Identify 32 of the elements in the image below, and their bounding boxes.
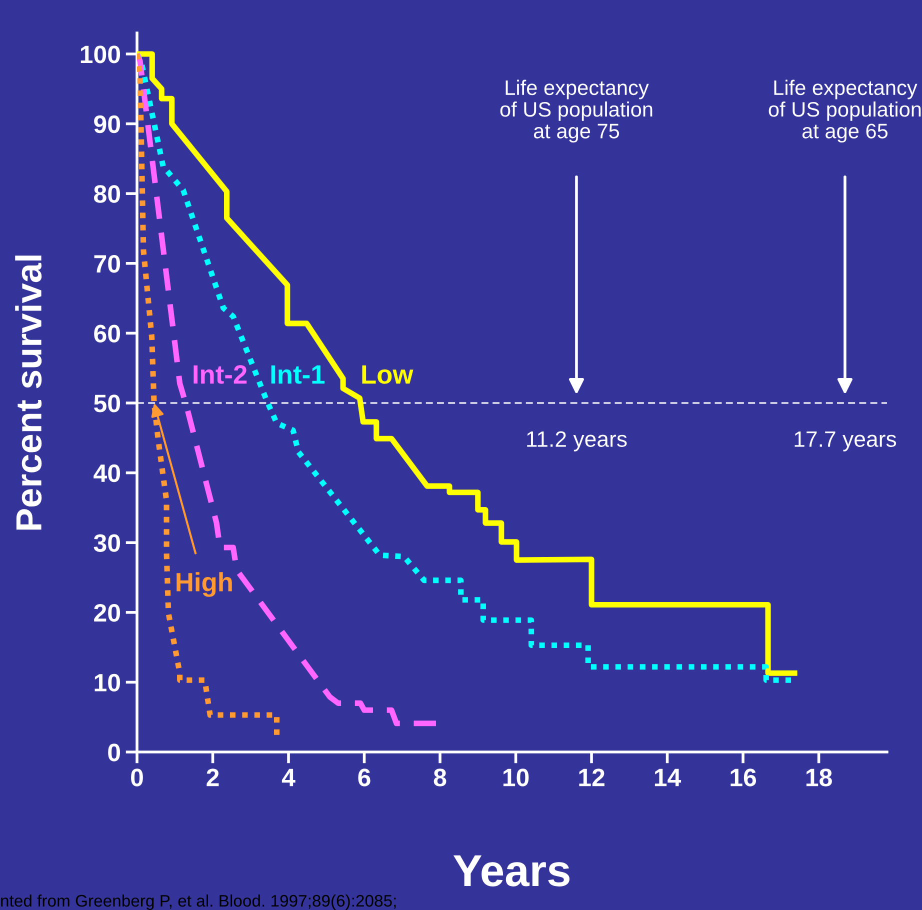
y-tick-label: 50	[94, 394, 120, 412]
x-tick-label: 2	[206, 768, 219, 786]
series-label: Low	[362, 365, 414, 384]
x-tick-label: 0	[131, 768, 143, 786]
y-tick-label: 90	[94, 115, 120, 134]
annotation: 11.2 years	[527, 431, 627, 452]
y-tick-label: 60	[94, 324, 120, 342]
x-axis-title: Years	[453, 855, 570, 886]
y-tick-label: 80	[94, 185, 120, 203]
x-tick-label: 12	[579, 768, 604, 786]
y-tick-label: 0	[108, 744, 120, 762]
y-tick-label: 40	[94, 464, 120, 482]
y-tick-label: 10	[94, 674, 120, 692]
x-tick-label: 10	[503, 768, 529, 786]
x-tick-label: 4	[282, 768, 296, 786]
x-tick-label: 16	[730, 768, 756, 786]
x-tick-label: 18	[806, 768, 832, 786]
x-tick-label: 6	[358, 768, 370, 786]
y-tick-label: 70	[94, 254, 120, 273]
series-label: Int-1	[271, 365, 325, 384]
text: nted from Greenberg P, et al. Blood. 1997;89(6):2085;	[1, 894, 396, 910]
annotation: 17.7 years	[794, 431, 896, 452]
x-tick-label: 8	[434, 768, 446, 786]
series-label: Int-2	[194, 365, 247, 384]
y-tick-label: 30	[94, 534, 120, 552]
y-tick-label: 100	[80, 46, 120, 64]
y-tick-label: 20	[94, 604, 120, 622]
series-label: High	[176, 572, 232, 597]
annotation: Life expectancy of US population at age 75	[500, 80, 652, 143]
y-axis-title: Percent survival	[15, 256, 42, 530]
x-tick-label: 14	[654, 768, 682, 786]
annotation: Life expectancy of US population at age 65	[768, 80, 921, 143]
